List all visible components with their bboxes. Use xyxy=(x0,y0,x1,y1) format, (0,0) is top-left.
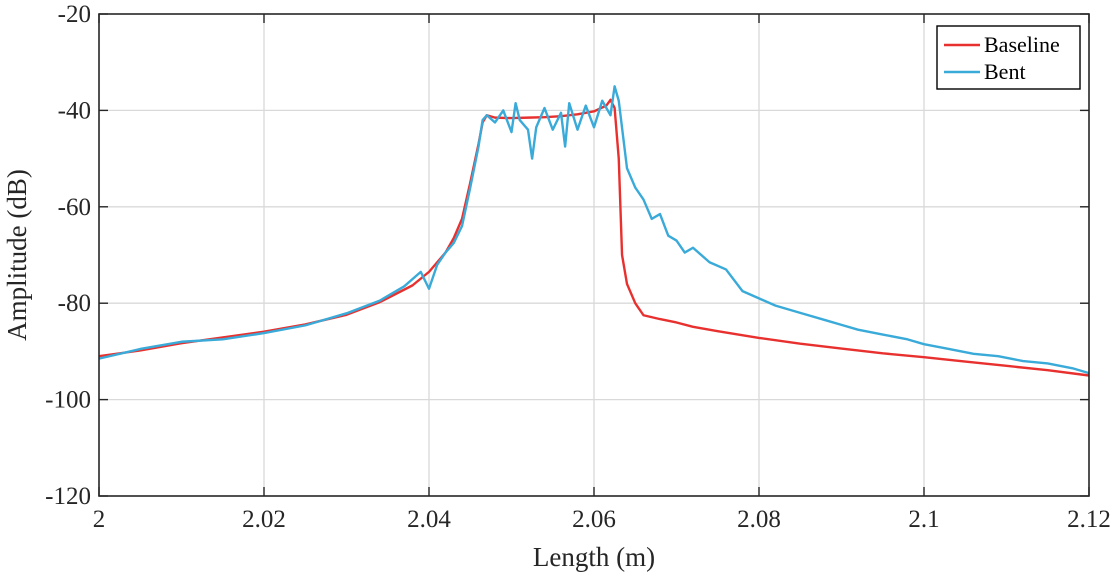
x-tick-label: 2.08 xyxy=(737,506,781,533)
legend-label-bent: Bent xyxy=(984,59,1026,84)
tick-labels: 2 2.02 2.04 2.06 2.08 2.1 2.12 -120 -100 -80 -60 -4… xyxy=(45,1,1111,533)
y-tick-label: -80 xyxy=(58,290,91,317)
x-axis-title: Length (m) xyxy=(533,542,655,572)
axis-ticks xyxy=(98,13,1090,497)
x-tick-label: 2.04 xyxy=(407,506,451,533)
y-tick-label: -120 xyxy=(45,483,91,510)
series-line-bent xyxy=(98,85,1090,375)
grid-lines xyxy=(99,14,1089,496)
y-tick-label: -60 xyxy=(58,194,91,221)
series-layer xyxy=(98,85,1090,377)
x-tick-label: 2.1 xyxy=(908,506,939,533)
x-tick-label: 2.12 xyxy=(1067,506,1111,533)
x-tick-label: 2 xyxy=(93,506,106,533)
x-tick-label: 2.02 xyxy=(242,506,286,533)
legend-label-baseline: Baseline xyxy=(984,32,1060,57)
y-axis-title: Amplitude (dB) xyxy=(2,169,32,341)
series-line-baseline xyxy=(98,98,1090,377)
legend-box xyxy=(936,25,1081,90)
y-tick-label: -40 xyxy=(58,97,91,124)
x-tick-label: 2.06 xyxy=(572,506,616,533)
y-tick-label: -100 xyxy=(45,387,91,414)
y-tick-label: -20 xyxy=(58,1,91,28)
